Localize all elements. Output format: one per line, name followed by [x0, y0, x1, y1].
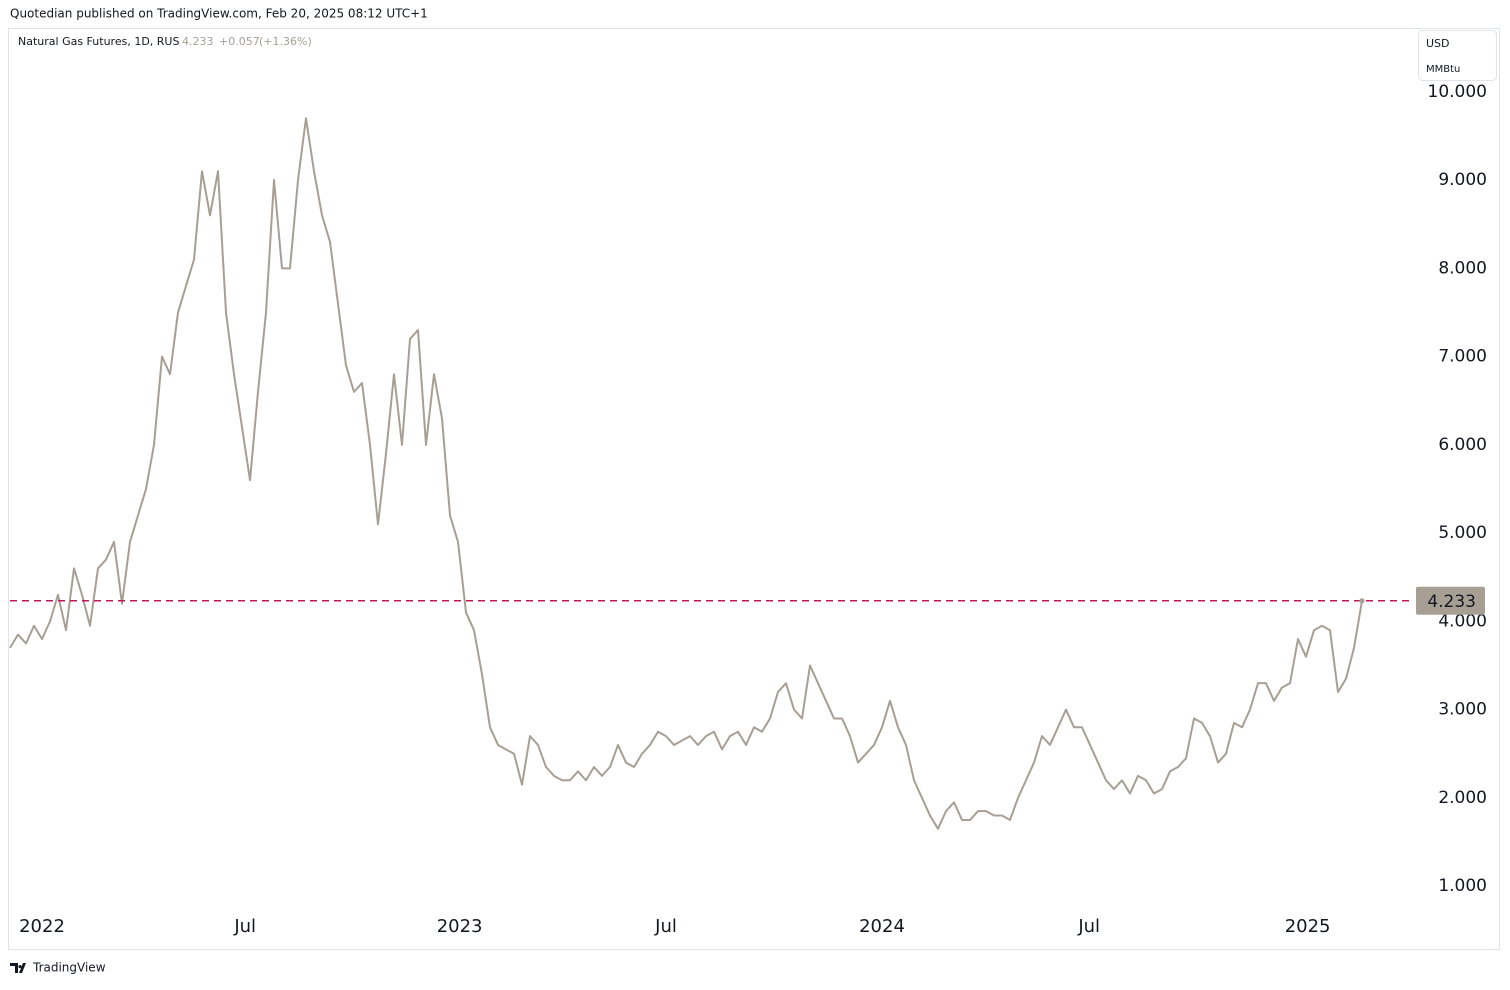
last-price-badge — [1416, 586, 1485, 615]
header: Quotedian published on TradingView.com, … — [10, 7, 428, 21]
y-tick-label: 6.000 — [1438, 435, 1487, 455]
y-tick-label: 3.000 — [1438, 700, 1487, 720]
y-tick-label: 7.000 — [1438, 347, 1487, 367]
legend-last: 4.233 — [182, 35, 214, 48]
x-tick-label: 2024 — [859, 916, 905, 937]
y-tick-label: 9.000 — [1438, 170, 1487, 190]
unit: MMBtu — [1426, 64, 1460, 75]
y-tick-label: 5.000 — [1438, 523, 1487, 543]
x-tick-label: 2023 — [437, 916, 483, 937]
chart-frame — [8, 28, 1500, 950]
y-tick-label: 2.000 — [1438, 788, 1487, 808]
legend-name: Natural Gas Futures, 1D, RUS — [18, 35, 179, 48]
y-tick-label: 10.000 — [1428, 82, 1487, 102]
y-tick-label: 8.000 — [1438, 258, 1487, 278]
currency: USD — [1426, 37, 1450, 50]
price-line — [9, 117, 1363, 830]
last-price-label: 4.233 — [1427, 592, 1476, 612]
x-tick-label: Jul — [1077, 916, 1100, 937]
y-tick-label: 4.000 — [1438, 611, 1487, 631]
x-tick-label: Jul — [233, 916, 256, 937]
legend-change: +0.057 — [219, 35, 260, 48]
last-point — [1359, 598, 1365, 604]
footer: TradingView — [32, 961, 106, 975]
unit-box[interactable] — [1418, 30, 1497, 81]
x-tick-label: 2022 — [19, 916, 65, 937]
x-tick-label: Jul — [654, 916, 677, 937]
legend-change-pct: (+1.36%) — [259, 35, 312, 48]
x-tick-label: 2025 — [1285, 916, 1331, 937]
y-tick-label: 1.000 — [1438, 876, 1487, 896]
footer-logo — [10, 963, 26, 973]
